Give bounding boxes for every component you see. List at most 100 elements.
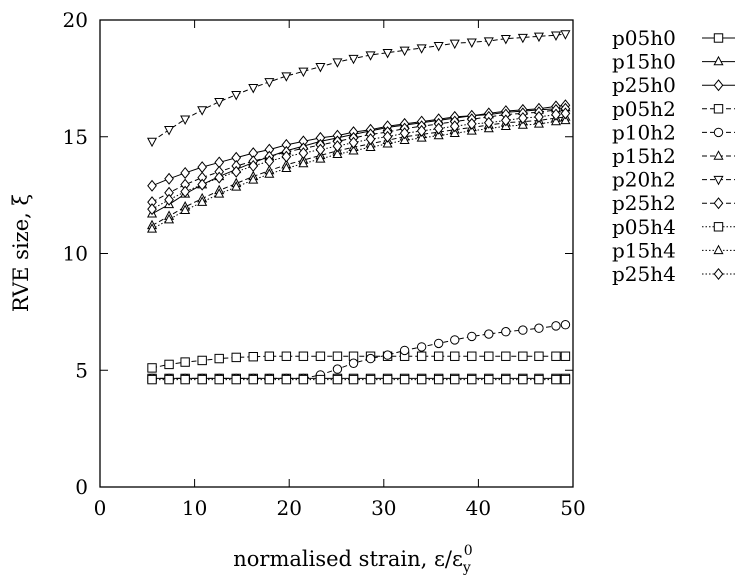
data-point-p25h4 [433,122,444,135]
legend-item-p15h0: p15h0 [612,50,735,74]
data-point-p10h2 [416,342,427,352]
legend-label: p05h4 [612,215,676,239]
legend-label: p05h0 [612,26,676,50]
data-point-p15h4 [533,118,544,128]
data-point-p05h2 [298,351,309,361]
data-point-p25h0 [197,161,208,174]
data-point-p10h2 [518,325,528,335]
data-point-p05h2 [164,359,174,370]
series-p20h2 [146,30,571,148]
data-point-p20h2 [146,137,158,148]
data-point-p20h2 [264,78,275,88]
data-point-p20h2 [214,98,225,108]
data-point-p20h2 [248,84,259,94]
data-point-p25h4 [551,108,561,121]
data-point-p05h2 [332,351,343,361]
data-point-p15h4 [146,223,158,233]
data-point-p25h4 [164,193,174,206]
y-tick-label: 15 [63,125,88,149]
data-point-p15h4 [332,148,343,158]
legend-label: p15h0 [612,50,676,74]
legend-item-p25h2: p25h2 [612,191,735,215]
series-p25h4 [147,107,571,216]
data-point-p05h2 [416,351,427,361]
data-point-p20h2 [197,106,208,116]
legend-item-p25h4: p25h4 [612,262,735,286]
data-point-p20h2 [517,33,528,44]
x-tick-label: 50 [560,496,585,520]
series-line-p05h2 [151,355,566,369]
x-axis-label-sup: 0 [464,543,473,559]
legend-label: p15h2 [612,144,676,168]
data-point-p15h4 [365,141,376,151]
data-point-p05h2 [560,351,571,361]
x-axis-label-sub: y [462,560,471,576]
data-point-p25h4 [298,147,309,160]
legend-item-p05h0: p05h0 [612,26,735,50]
data-point-p15h4 [197,196,208,206]
ticks-layer: 0 10 20 30 40 50 0 5 10 15 20 [63,8,586,520]
legend-label: p25h4 [612,262,676,286]
data-point-p10h2 [501,327,511,337]
legend-marker [713,55,724,66]
legend-item-p10h2: p10h2 [612,120,735,144]
legend-item-p05h2: p05h2 [612,97,735,121]
legend-label: p25h2 [612,191,676,215]
data-point-p05h4 [264,374,275,385]
legend-label: p15h4 [612,238,676,262]
y-tick-label: 20 [63,8,88,32]
data-point-p15h4 [164,213,175,224]
data-point-p25h4 [483,116,494,129]
data-point-p05h4 [518,374,528,385]
data-point-p10h2 [399,345,410,356]
data-point-p15h4 [231,181,242,191]
x-tick-label: 40 [466,496,491,520]
data-point-p05h2 [248,352,258,362]
data-point-p05h4 [450,374,460,385]
x-tick-label: 20 [276,496,301,520]
data-point-p15h4 [449,127,460,137]
y-tick-label: 0 [75,475,88,499]
data-point-p05h2 [264,351,275,361]
legend-marker [713,197,724,210]
data-point-p15h4 [560,114,571,125]
data-point-p15h4 [281,162,292,172]
plot-frame [99,19,574,488]
data-point-p20h2 [399,46,410,57]
legend-label: p05h2 [612,97,676,121]
data-point-p10h2 [348,358,359,368]
data-point-p10h2 [467,331,477,342]
data-point-p25h4 [449,120,460,133]
data-point-p25h4 [197,178,208,191]
data-point-p10h2 [560,320,571,330]
data-point-p05h2 [450,351,460,361]
data-point-p10h2 [365,353,376,364]
legend-marker [713,175,724,186]
data-point-p25h4 [264,155,275,168]
data-point-p20h2 [550,31,562,41]
data-point-p10h2 [484,329,494,339]
data-point-p20h2 [500,34,511,45]
legend-marker [713,222,724,232]
data-point-p15h4 [248,174,259,184]
data-point-p15h4 [315,153,326,163]
data-point-p20h2 [433,41,444,52]
data-point-p15h4 [382,137,393,148]
data-point-p05h2 [197,355,207,366]
data-point-p05h4 [348,374,359,385]
data-point-p25h4 [399,127,410,140]
data-point-p10h2 [534,323,544,333]
data-point-p05h2 [147,363,157,373]
legend-item-p20h2: p20h2 [612,168,735,192]
data-point-p05h4 [248,374,258,385]
data-point-p05h2 [180,357,190,367]
data-point-p05h4 [197,374,207,385]
data-point-p10h2 [433,338,444,349]
legend-label: p25h0 [612,73,676,97]
data-point-p05h4 [560,374,571,385]
data-point-p20h2 [180,115,191,126]
data-point-p15h4 [180,204,191,215]
data-point-p25h4 [231,165,242,178]
data-point-p20h2 [315,63,326,73]
legend-marker [713,79,724,92]
